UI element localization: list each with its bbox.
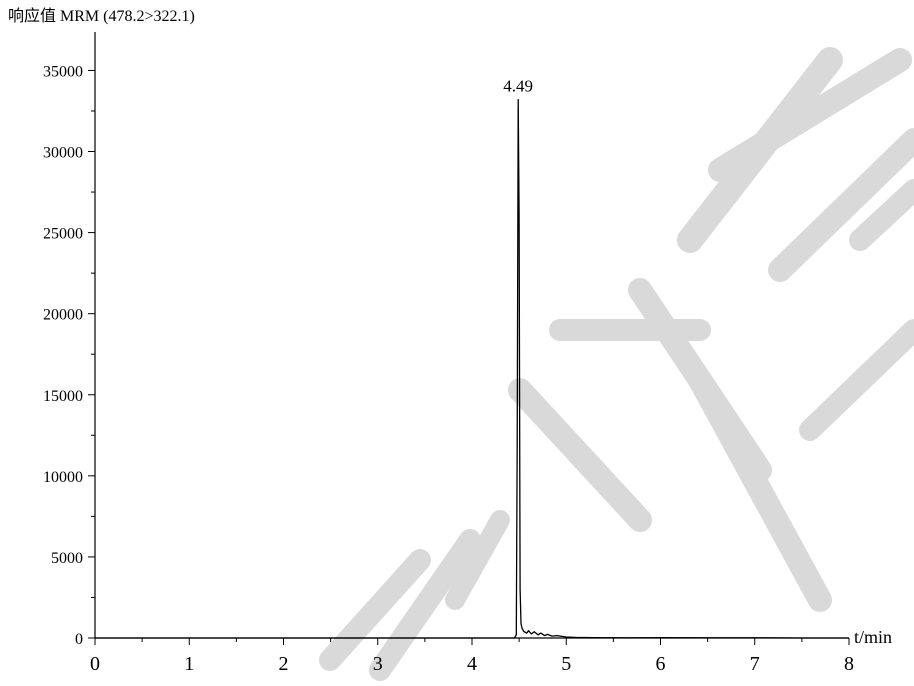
- y-tick-label: 10000: [43, 469, 83, 486]
- y-tick-label: 30000: [43, 145, 83, 162]
- y-tick-label: 0: [75, 631, 83, 648]
- y-tick-label: 5000: [51, 550, 83, 567]
- peak-label: 4.49: [503, 77, 533, 96]
- x-tick-label: 8: [844, 653, 854, 675]
- x-tick-label: 3: [373, 653, 383, 675]
- x-axis-label: t/min: [854, 627, 892, 647]
- x-tick-label: 7: [750, 653, 760, 675]
- x-tick-label: 0: [90, 653, 100, 675]
- x-tick-label: 2: [279, 653, 289, 675]
- x-tick-label: 4: [467, 653, 477, 675]
- y-tick-label: 15000: [43, 388, 83, 405]
- y-tick-label: 20000: [43, 307, 83, 324]
- x-tick-label: 6: [656, 653, 666, 675]
- x-tick-label: 1: [184, 653, 194, 675]
- series-line: [95, 98, 849, 639]
- x-tick-label: 5: [561, 653, 571, 675]
- chart-title: 响应值 MRM (478.2>322.1): [8, 6, 195, 25]
- y-tick-label: 35000: [43, 63, 83, 80]
- watermark: [319, 47, 914, 681]
- y-tick-label: 25000: [43, 226, 83, 243]
- ticks: 0 1 2 3 4 5 6 7 8 0 5000 10000 15000 20000 25000 30000 3…: [43, 63, 854, 675]
